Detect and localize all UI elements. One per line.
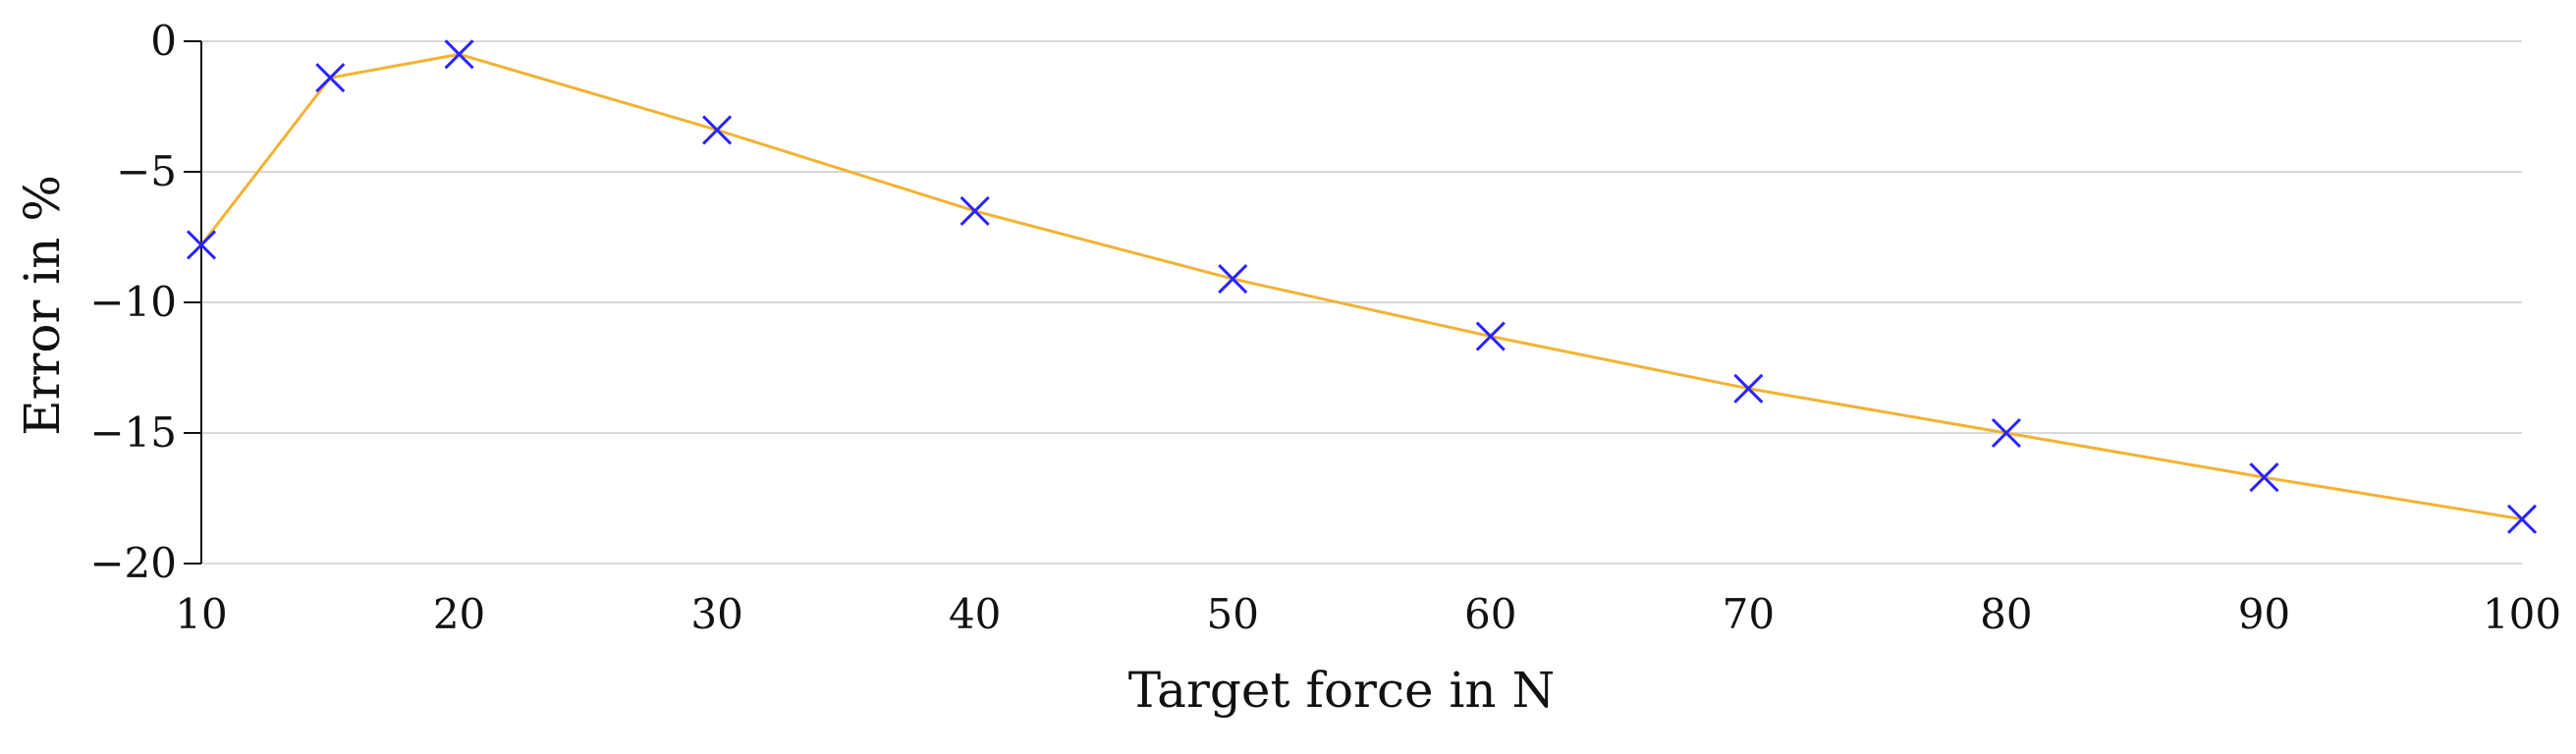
x-tick-label-8: 90: [2238, 590, 2290, 638]
x-tick-label-9: 100: [2483, 590, 2561, 638]
data-point-0-9: [2249, 462, 2279, 493]
data-point-0-5: [1218, 263, 1248, 295]
data-point-0-2: [444, 39, 474, 70]
x-tick-label-5: 60: [1464, 590, 1516, 638]
data-point-0-1: [315, 63, 346, 93]
x-tick-label-1: 20: [433, 590, 485, 638]
data-point-0-7: [1733, 373, 1764, 404]
x-tick-label-7: 80: [1980, 590, 2032, 638]
series-line-0: [199, 52, 2523, 521]
marker-stroke-b: [186, 230, 217, 260]
y-tick-label-4: −20: [89, 539, 177, 587]
x-tick-label-4: 50: [1206, 590, 1258, 638]
axes-layer: [184, 40, 202, 565]
data-point-0-6: [1475, 321, 1506, 351]
marker-stroke-b: [2249, 462, 2279, 493]
marker-stroke-b: [1475, 321, 1506, 351]
data-point-0-0: [186, 230, 217, 260]
data-point-0-4: [959, 195, 990, 226]
marker-stroke-b: [444, 39, 474, 70]
x-tick-label-6: 70: [1723, 590, 1775, 638]
x-tick-label-2: 30: [690, 590, 742, 638]
marker-stroke-b: [1733, 373, 1764, 404]
marker-stroke-b: [315, 63, 346, 93]
x-tick-label-3: 40: [949, 590, 1001, 638]
x-axis-title: Target force in N: [1128, 662, 1556, 719]
y-axis-title: Error in %: [14, 175, 71, 436]
marker-stroke-b: [959, 195, 990, 226]
y-tick-label-2: −10: [89, 278, 177, 326]
x-tick-label-0: 10: [175, 590, 227, 638]
marker-stroke-b: [1218, 263, 1248, 295]
grid-layer: [201, 40, 2522, 565]
data-point-0-8: [1991, 417, 2021, 449]
series-layer: [186, 39, 2538, 534]
y-tick-label-0: 0: [150, 17, 177, 65]
marker-stroke-b: [702, 115, 733, 145]
marker-stroke-b: [2506, 504, 2538, 534]
data-point-0-10: [2506, 504, 2538, 534]
data-point-0-3: [702, 115, 733, 145]
y-tick-label-1: −5: [116, 147, 177, 195]
marker-stroke-b: [1991, 417, 2021, 449]
y-tick-label-3: −15: [89, 408, 177, 457]
